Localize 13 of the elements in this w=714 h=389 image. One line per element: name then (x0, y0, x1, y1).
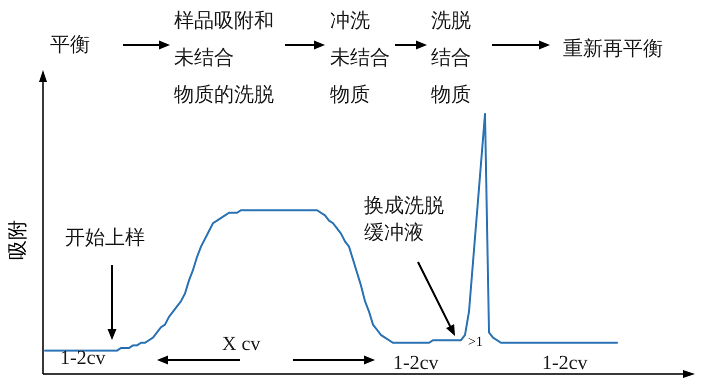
annotation: 换成洗脱缓冲液 (364, 193, 444, 244)
annotation: 1-2cv (60, 347, 106, 369)
y-axis-title: 吸附 (5, 220, 29, 260)
text: 平衡 (50, 32, 90, 56)
text: 洗脱结合物质 (431, 8, 471, 106)
text: 重新再平衡 (563, 36, 663, 60)
annotation: 开始上样 (65, 225, 145, 249)
text: 样品吸附和未结合物质的洗脱 (174, 8, 274, 106)
annotation: >1 (468, 335, 483, 350)
annotation: 1-2cv (542, 352, 588, 374)
annotation: X cv (222, 333, 260, 355)
annotation: 1-2cv (393, 352, 439, 374)
text: 冲洗未结合物质 (330, 8, 390, 106)
